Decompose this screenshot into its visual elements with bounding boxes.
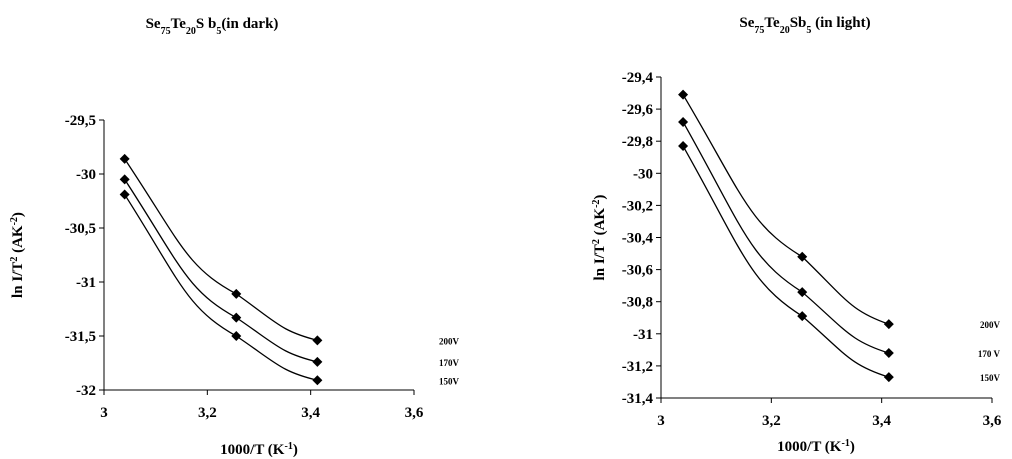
series-label: 170V xyxy=(439,358,460,368)
y-tick-label: -31,5 xyxy=(65,329,96,345)
data-point-marker xyxy=(119,189,130,200)
y-tick-label: -30,5 xyxy=(65,221,96,237)
y-tick-label: -30,4 xyxy=(622,231,654,247)
data-point-marker xyxy=(678,116,689,127)
y-tick-label: -29,8 xyxy=(622,134,653,150)
data-point-marker xyxy=(883,319,894,330)
y-axis-label: ln I/T2 (AK-2) xyxy=(591,195,609,281)
x-tick-label: 3 xyxy=(100,405,108,421)
y-axis-label: ln I/T2 (AK-2) xyxy=(9,212,27,298)
data-point-marker xyxy=(231,331,242,341)
chart-dark: Se75Te20S b5(in dark) -29,5 -30 -30,5 -31 -31… xyxy=(9,16,460,458)
data-point-marker xyxy=(312,375,323,386)
series-label: 200V xyxy=(980,320,1001,330)
series-label: 170 V xyxy=(978,349,1001,359)
x-tick-label: 3,4 xyxy=(872,413,891,429)
data-point-marker xyxy=(231,288,242,299)
data-point-marker xyxy=(883,372,894,383)
chart-light: Se75Te20Sb5 (in light) -29,4 -29,6 -29,8 -30… xyxy=(591,15,1002,455)
data-point-marker xyxy=(678,141,689,152)
data-point-marker xyxy=(797,287,808,298)
chart-title: Se75Te20S b5(in dark) xyxy=(146,16,279,37)
data-point-marker xyxy=(678,89,689,100)
y-tick-label: -31,2 xyxy=(622,359,653,375)
series-label: 150V xyxy=(980,373,1001,383)
x-tick-label: 3,6 xyxy=(983,413,1002,429)
data-point-marker xyxy=(797,311,808,322)
data-point-marker xyxy=(312,335,323,346)
y-tick-label: -30,6 xyxy=(622,263,654,279)
data-point-marker xyxy=(883,348,894,359)
x-axis-label: 1000/T (K-1) xyxy=(777,438,855,456)
chart-title: Se75Te20Sb5 (in light) xyxy=(739,15,870,36)
x-tick-label: 3 xyxy=(657,413,665,429)
data-point-marker xyxy=(119,174,130,185)
data-point-marker xyxy=(119,153,130,164)
series-line xyxy=(682,94,890,325)
x-tick-label: 3,6 xyxy=(405,405,424,421)
y-tick-label: -30 xyxy=(633,166,653,182)
y-tick-label: -31 xyxy=(633,327,653,343)
x-tick-label: 3,2 xyxy=(198,405,217,421)
series-line xyxy=(682,145,890,378)
y-tick-label: -30 xyxy=(76,167,96,183)
data-point-marker xyxy=(797,251,808,262)
y-tick-label: -31 xyxy=(76,275,96,291)
x-axis-label: 1000/T (K-1) xyxy=(220,441,298,459)
x-tick-label: 3,2 xyxy=(762,413,781,429)
data-point-marker xyxy=(231,312,242,323)
y-tick-label: -29,5 xyxy=(65,113,96,129)
series-line xyxy=(682,121,890,354)
x-tick-label: 3,4 xyxy=(301,405,320,421)
series-line xyxy=(124,158,318,341)
y-tick-label: -30,8 xyxy=(622,295,653,311)
y-tick-label: -31,4 xyxy=(622,391,654,407)
series-label: 150V xyxy=(439,376,460,386)
series-line xyxy=(124,179,318,363)
y-tick-label: -30,2 xyxy=(622,198,653,214)
series-label: 200V xyxy=(439,336,460,346)
y-tick-label: -32 xyxy=(76,383,96,399)
y-tick-label: -29,6 xyxy=(622,102,654,118)
y-tick-label: -29,4 xyxy=(622,70,654,86)
series-line xyxy=(124,194,318,381)
data-point-marker xyxy=(312,356,323,367)
